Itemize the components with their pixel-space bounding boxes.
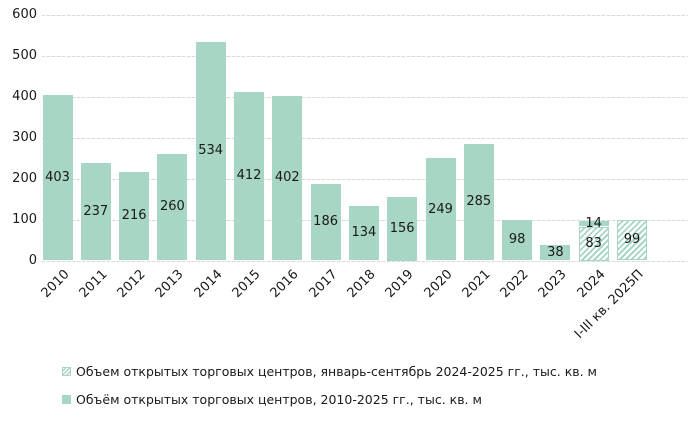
gridline [42,55,688,57]
bar-segment-2023-solid [540,244,571,261]
bar-segment-2012-solid [119,171,150,261]
bar-value-label: 83 [585,235,602,251]
bar-segment-2015-solid [234,91,264,261]
bar-value-label: 260 [159,199,185,215]
bar-value-label: 249 [428,201,453,217]
gridline [42,260,688,262]
bar-value-label: 534 [198,143,224,158]
y-axis-label: 500 [12,47,37,63]
bar-segment-2024-solid [578,220,609,227]
bar-value-label: 237 [83,203,109,219]
bar-value-label: 285 [466,194,492,210]
y-axis-label: 100 [12,211,37,227]
bar-segment-2016-solid [272,95,303,261]
bar-value-label: 216 [121,208,147,224]
legend-swatch-hatched-icon [62,366,71,376]
legend: Объем открытых торговых центров, январь-… [62,362,597,418]
bar-value-label: 134 [351,225,377,240]
y-axis-label: 600 [12,6,37,22]
bar-value-label: 186 [313,214,338,230]
legend-label: Объем открытых торговых центров, январь-… [76,363,597,379]
gridline [42,14,688,16]
bar-segment-2018-solid [348,205,379,261]
bar-segment-2020-solid [425,158,456,261]
bar-segment-2022-solid [502,220,533,261]
bar-segment-2011-solid [80,163,111,261]
y-axis-label: 300 [12,129,37,145]
gridline [42,96,688,98]
bar-segment-2021-solid [463,143,494,261]
y-axis-label: 0 [28,252,37,268]
bar-value-label: 412 [236,168,262,183]
bar-segment-2013-solid [157,153,188,261]
bar-segment-2019-solid [387,196,418,261]
bar-value-label: 403 [45,169,70,185]
bar-segment-2017-solid [310,184,341,261]
bar-value-label: 14 [585,215,602,231]
bar-value-label: 99 [623,232,641,248]
bar-value-label: 402 [274,170,300,186]
bar-segment-2024-hatched [578,226,609,261]
legend-item-open-volume-jan-sep: Объем открытых торговых центров, январь-… [62,362,597,380]
y-axis-label: 400 [12,88,37,104]
bar-value-label: 38 [547,244,564,260]
bar-segment-2010-solid [42,95,73,261]
bar-segment-2014-solid [195,41,226,261]
legend-swatch-solid-icon [62,394,71,404]
bar-segment-I-III кв. 2025П-hatched [617,219,647,261]
gridline [42,137,688,139]
legend-label: Объём открытых торговых центров, 2010-20… [76,391,482,407]
bar-value-label: 156 [389,220,415,236]
gridline [42,178,688,180]
y-axis-label: 200 [12,170,37,186]
legend-item-open-volume-total: Объём открытых торговых центров, 2010-20… [62,390,597,408]
bar-value-label: 98 [508,232,526,248]
